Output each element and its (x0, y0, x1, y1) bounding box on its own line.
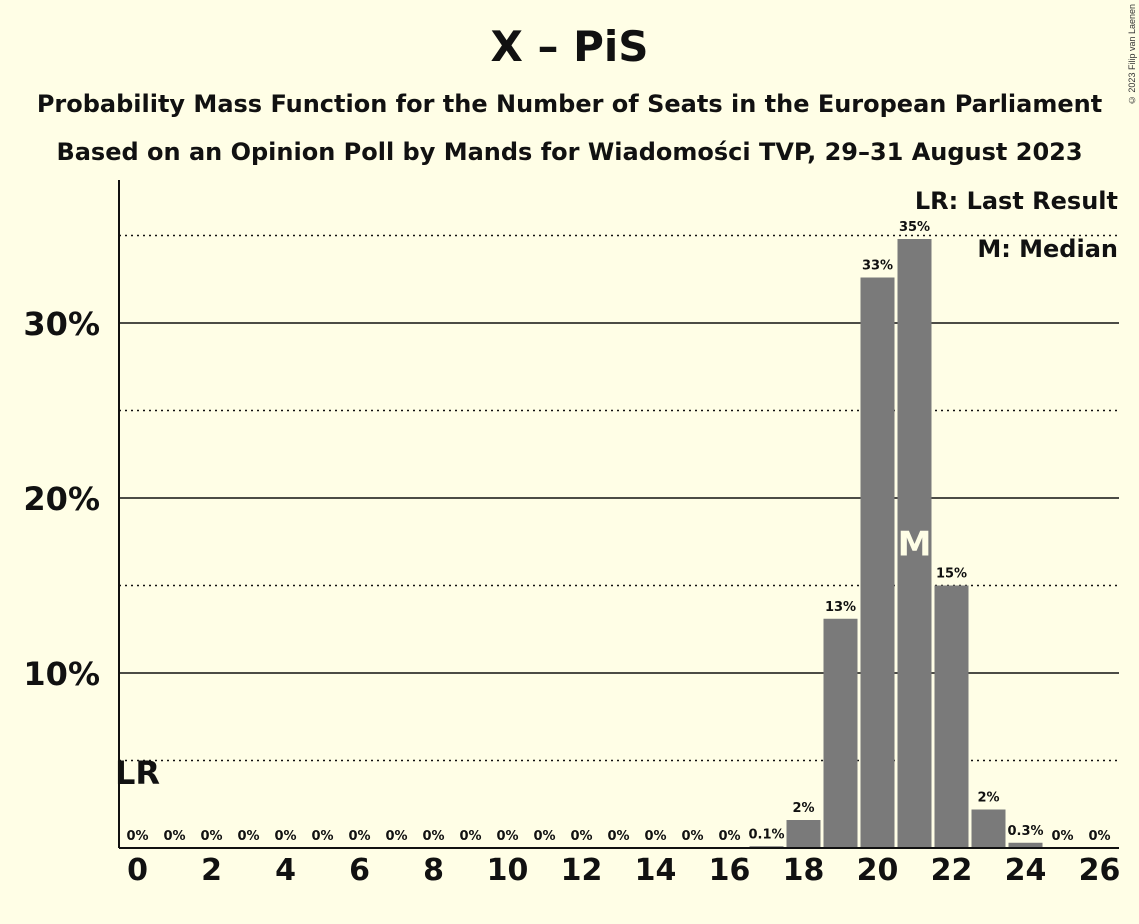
data-label: 0% (200, 829, 222, 844)
data-label: 15% (936, 567, 967, 582)
data-label: 0% (126, 829, 148, 844)
x-tick-label: 22 (931, 853, 973, 888)
y-tick-label: 30% (23, 305, 100, 343)
bar (786, 820, 821, 848)
data-label: 0% (570, 829, 592, 844)
grid-lines (119, 234, 1119, 762)
data-label: 0.1% (748, 827, 784, 842)
bar (1008, 842, 1043, 848)
x-tick-label: 12 (561, 853, 603, 888)
axes: 10%20%30%0 2 4 6 8 10 12 14 16 18 20 22 24 26 (23, 180, 1120, 888)
chart-subtitle: Probability Mass Function for the Number… (36, 90, 1103, 118)
data-label: 0% (348, 829, 370, 844)
x-tick-label: 2 (201, 853, 222, 888)
chart-subtitle-source: Based on an Opinion Poll by Mands for Wi… (56, 138, 1083, 166)
legend-last-result: LR: Last Result (915, 187, 1118, 215)
x-tick-label: 26 (1079, 853, 1121, 888)
median-marker: M (898, 525, 932, 565)
data-label: 0% (681, 829, 703, 844)
x-tick-label: 0 (127, 853, 148, 888)
bar (897, 239, 932, 848)
data-label: 0% (459, 829, 481, 844)
x-tick-label: 24 (1005, 853, 1047, 888)
data-label: 2% (792, 801, 814, 816)
data-label: 0% (163, 829, 185, 844)
data-labels: 0% 0% 0% 0% 0% 0% 0% 0% 0% 0% 0% 0% 0% 0% 0% 0% 0% 0.1% 2%… (115, 220, 1111, 844)
data-label: 2% (977, 791, 999, 806)
bar (860, 277, 895, 848)
data-label: 0% (311, 829, 333, 844)
data-label: 0% (422, 829, 444, 844)
x-tick-label: 20 (857, 853, 899, 888)
data-label: 0% (1051, 829, 1073, 844)
data-label: 0% (718, 829, 740, 844)
x-tick-label: 6 (349, 853, 370, 888)
bar (971, 809, 1006, 848)
data-label: 0% (644, 829, 666, 844)
y-tick-label: 20% (23, 480, 100, 518)
x-tick-label: 4 (275, 853, 296, 888)
data-label: 0% (496, 829, 518, 844)
x-tick-label: 10 (487, 853, 529, 888)
x-tick-label: 16 (709, 853, 751, 888)
y-tick-label: 10% (23, 655, 100, 693)
data-label: 35% (899, 220, 930, 235)
data-label: 0% (533, 829, 555, 844)
chart-title: X – PiS (490, 22, 649, 71)
bar (823, 618, 858, 848)
last-result-marker: LR (115, 754, 160, 792)
data-label: 0% (385, 829, 407, 844)
x-tick-label: 8 (423, 853, 444, 888)
bar (934, 585, 969, 848)
legend-median: M: Median (977, 235, 1118, 263)
data-label: 33% (862, 259, 893, 274)
data-label: 13% (825, 600, 856, 615)
data-label: 0% (237, 829, 259, 844)
x-tick-label: 14 (635, 853, 677, 888)
bars (749, 239, 1043, 848)
data-label: 0% (607, 829, 629, 844)
x-tick-label: 18 (783, 853, 825, 888)
data-label: 0% (1088, 829, 1110, 844)
data-label: 0.3% (1007, 824, 1043, 839)
data-label: 0% (274, 829, 296, 844)
